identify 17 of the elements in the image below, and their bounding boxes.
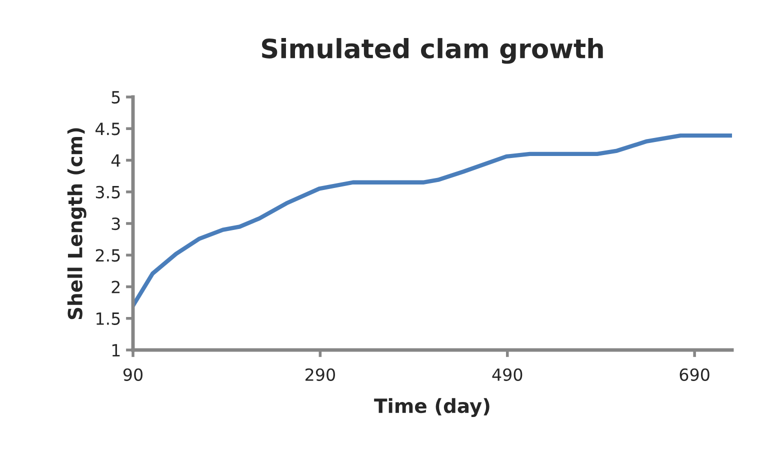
y-tick-label: 4 bbox=[111, 154, 120, 167]
y-tick-label: 2 bbox=[112, 280, 120, 294]
x-tick-label: 90 bbox=[123, 368, 142, 381]
y-tick-label: 3.5 bbox=[96, 186, 120, 198]
y-tick-label: 1 bbox=[112, 344, 120, 356]
line-series bbox=[133, 134, 732, 308]
x-axis-title: Time (day) bbox=[374, 398, 490, 418]
y-tick-label: 3 bbox=[112, 217, 120, 230]
y-tick-label: 4.5 bbox=[96, 122, 120, 136]
x-tick-label: 290 bbox=[306, 368, 335, 381]
x-tick-label: 490 bbox=[492, 368, 522, 381]
chart-title: Simulated clam growth bbox=[262, 38, 603, 64]
x-tick-label: 690 bbox=[680, 368, 710, 381]
y-tick-label: 1.5 bbox=[96, 312, 120, 325]
y-tick-label: 2.5 bbox=[96, 249, 120, 262]
y-axis-title: Shell Length (cm) bbox=[67, 128, 86, 320]
y-tick-label: 5 bbox=[112, 91, 120, 104]
